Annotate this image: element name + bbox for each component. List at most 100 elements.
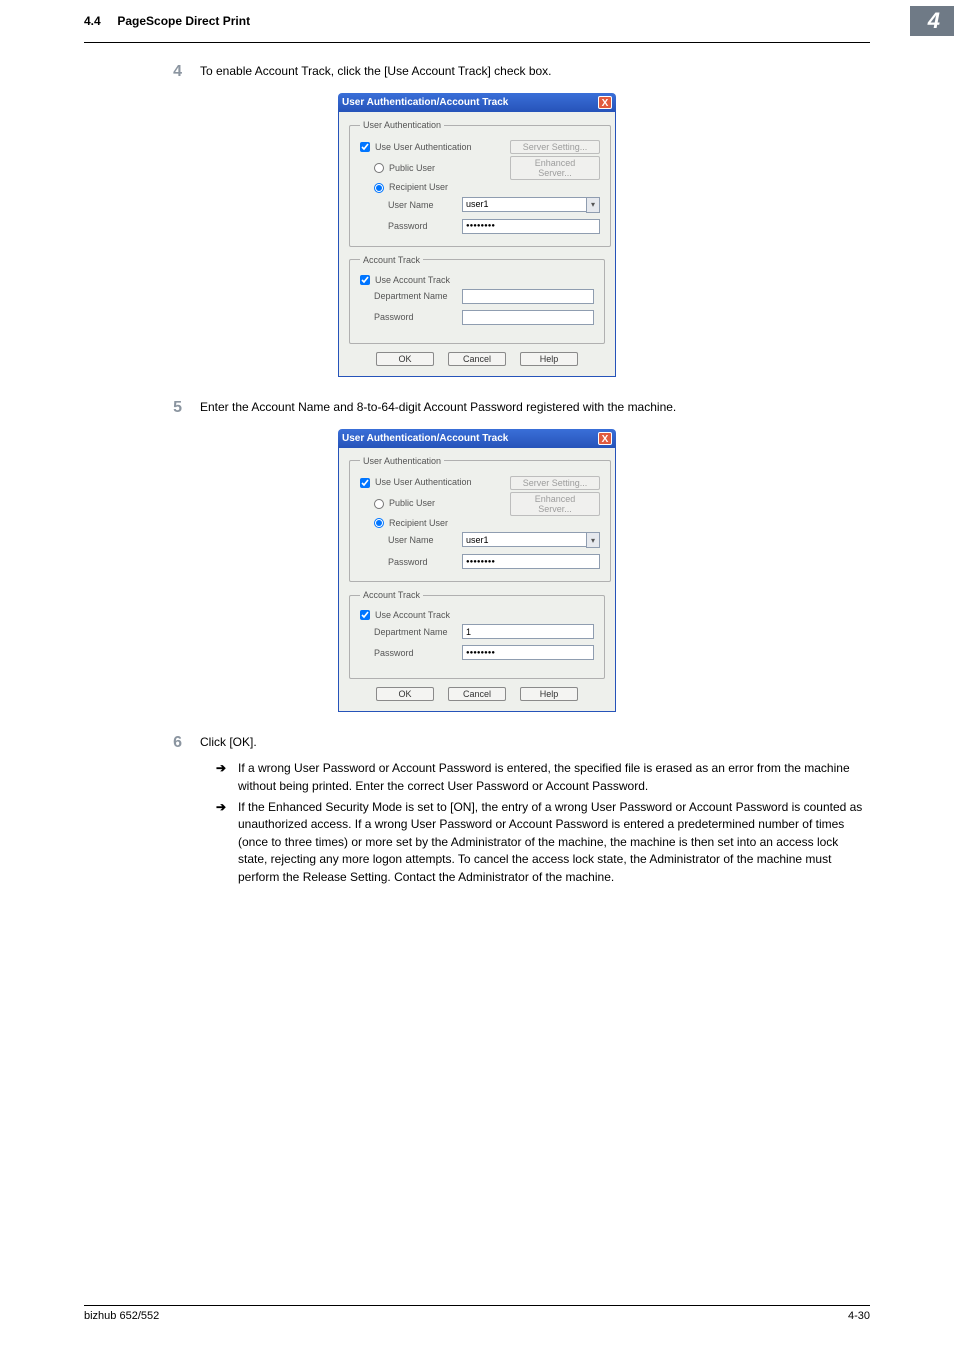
username-label: User Name (388, 200, 462, 210)
username-combo: ▾ (462, 197, 600, 213)
note-2-text: If the Enhanced Security Mode is set to … (238, 799, 870, 886)
ok-button[interactable]: OK (376, 352, 434, 366)
cancel-button[interactable]: Cancel (448, 352, 506, 366)
note-2: ➔ If the Enhanced Security Mode is set t… (216, 799, 870, 886)
acct-pw-input[interactable] (462, 310, 594, 325)
username-combo: ▾ (462, 532, 600, 548)
chapter-number: 4 (928, 8, 940, 34)
note-1-text: If a wrong User Password or Account Pass… (238, 760, 870, 795)
server-setting-button[interactable]: Server Setting... (510, 140, 600, 154)
password-input[interactable] (462, 219, 600, 234)
recipient-user-text: Recipient User (389, 518, 448, 528)
public-user-label: Public User (374, 498, 510, 509)
user-auth-legend: User Authentication (360, 120, 444, 130)
acct-pw-label: Password (374, 312, 462, 322)
chevron-down-icon[interactable]: ▾ (586, 532, 600, 548)
use-user-auth-text: Use User Authentication (375, 142, 472, 152)
use-acct-row: Use Account Track (360, 275, 594, 285)
auth-dialog-1: User Authentication/Account Track X User… (338, 93, 616, 377)
use-user-auth-checkbox[interactable] (360, 142, 370, 152)
step-5-text: Enter the Account Name and 8-to-64-digit… (200, 399, 870, 417)
dialog-body: User Authentication Use User Authenticat… (338, 448, 616, 713)
footer-page: 4-30 (848, 1310, 870, 1322)
use-user-auth-label: Use User Authentication (360, 142, 510, 153)
user-auth-group: User Authentication Use User Authenticat… (349, 456, 611, 583)
page-header: 4.4 PageScope Direct Print 4 (0, 0, 954, 42)
step-6: 6 Click [OK]. (84, 734, 870, 752)
public-user-radio[interactable] (374, 499, 384, 509)
recipient-user-radio[interactable] (374, 183, 384, 193)
recipient-user-row: Recipient User (360, 182, 600, 193)
user-auth-legend: User Authentication (360, 456, 444, 466)
step-number-col: 4 (84, 63, 200, 81)
cancel-button[interactable]: Cancel (448, 687, 506, 701)
password-row: Password (360, 554, 600, 569)
step-6-number: 6 (173, 734, 182, 751)
username-row: User Name ▾ (360, 197, 600, 213)
acct-pw-row: Password (360, 645, 594, 660)
public-user-row: Public User Enhanced Server... (360, 492, 600, 516)
acct-pw-row: Password (360, 310, 594, 325)
dept-input[interactable] (462, 624, 594, 639)
public-user-radio[interactable] (374, 163, 384, 173)
dialog-2-wrap: User Authentication/Account Track X User… (84, 429, 870, 713)
section-ref: 4.4 PageScope Direct Print (84, 14, 250, 28)
public-user-label: Public User (374, 163, 510, 174)
step-4: 4 To enable Account Track, click the [Us… (84, 63, 870, 81)
enhanced-server-button[interactable]: Enhanced Server... (510, 492, 600, 516)
step-5-number: 5 (173, 399, 182, 416)
use-user-auth-label: Use User Authentication (360, 477, 510, 488)
server-setting-button[interactable]: Server Setting... (510, 476, 600, 490)
step-6-text: Click [OK]. (200, 734, 870, 752)
arrow-icon: ➔ (216, 760, 238, 795)
username-row: User Name ▾ (360, 532, 600, 548)
acct-pw-input[interactable] (462, 645, 594, 660)
account-track-legend: Account Track (360, 590, 423, 600)
recipient-user-label: Recipient User (374, 182, 600, 193)
step-number-col: 5 (84, 399, 200, 417)
step-4-number: 4 (173, 63, 182, 80)
use-user-auth-row: Use User Authentication Server Setting..… (360, 140, 600, 154)
account-track-group: Account Track Use Account Track Departme… (349, 255, 605, 344)
recipient-user-label: Recipient User (374, 518, 600, 529)
dialog-titlebar: User Authentication/Account Track X (338, 429, 616, 448)
enhanced-server-button[interactable]: Enhanced Server... (510, 156, 600, 180)
use-user-auth-text: Use User Authentication (375, 477, 472, 487)
use-user-auth-checkbox[interactable] (360, 478, 370, 488)
close-icon[interactable]: X (598, 432, 612, 445)
username-label: User Name (388, 535, 462, 545)
step-4-text: To enable Account Track, click the [Use … (200, 63, 870, 81)
page-content: 4 To enable Account Track, click the [Us… (0, 43, 954, 886)
use-acct-row: Use Account Track (360, 610, 594, 620)
password-input[interactable] (462, 554, 600, 569)
public-user-row: Public User Enhanced Server... (360, 156, 600, 180)
step-number-col: 6 (84, 734, 200, 752)
chapter-badge: 4 (910, 6, 954, 36)
ok-button[interactable]: OK (376, 687, 434, 701)
user-auth-group: User Authentication Use User Authenticat… (349, 120, 611, 247)
arrow-icon: ➔ (216, 799, 238, 886)
password-row: Password (360, 219, 600, 234)
dialog-body: User Authentication Use User Authenticat… (338, 112, 616, 377)
use-acct-text: Use Account Track (375, 275, 450, 285)
help-button[interactable]: Help (520, 352, 578, 366)
page-footer: bizhub 652/552 4-30 (84, 1305, 870, 1322)
step-5: 5 Enter the Account Name and 8-to-64-dig… (84, 399, 870, 417)
username-input[interactable] (462, 197, 586, 212)
help-button[interactable]: Help (520, 687, 578, 701)
chevron-down-icon[interactable]: ▾ (586, 197, 600, 213)
account-track-group: Account Track Use Account Track Departme… (349, 590, 605, 679)
dialog-title: User Authentication/Account Track (342, 97, 508, 108)
recipient-user-radio[interactable] (374, 518, 384, 528)
note-1: ➔ If a wrong User Password or Account Pa… (216, 760, 870, 795)
dept-label: Department Name (374, 627, 462, 637)
close-icon[interactable]: X (598, 96, 612, 109)
password-label: Password (388, 557, 462, 567)
username-input[interactable] (462, 532, 586, 547)
public-user-text: Public User (389, 498, 435, 508)
use-acct-checkbox[interactable] (360, 275, 370, 285)
use-acct-checkbox[interactable] (360, 610, 370, 620)
dept-row: Department Name (360, 624, 594, 639)
dialog-title: User Authentication/Account Track (342, 433, 508, 444)
dept-input[interactable] (462, 289, 594, 304)
